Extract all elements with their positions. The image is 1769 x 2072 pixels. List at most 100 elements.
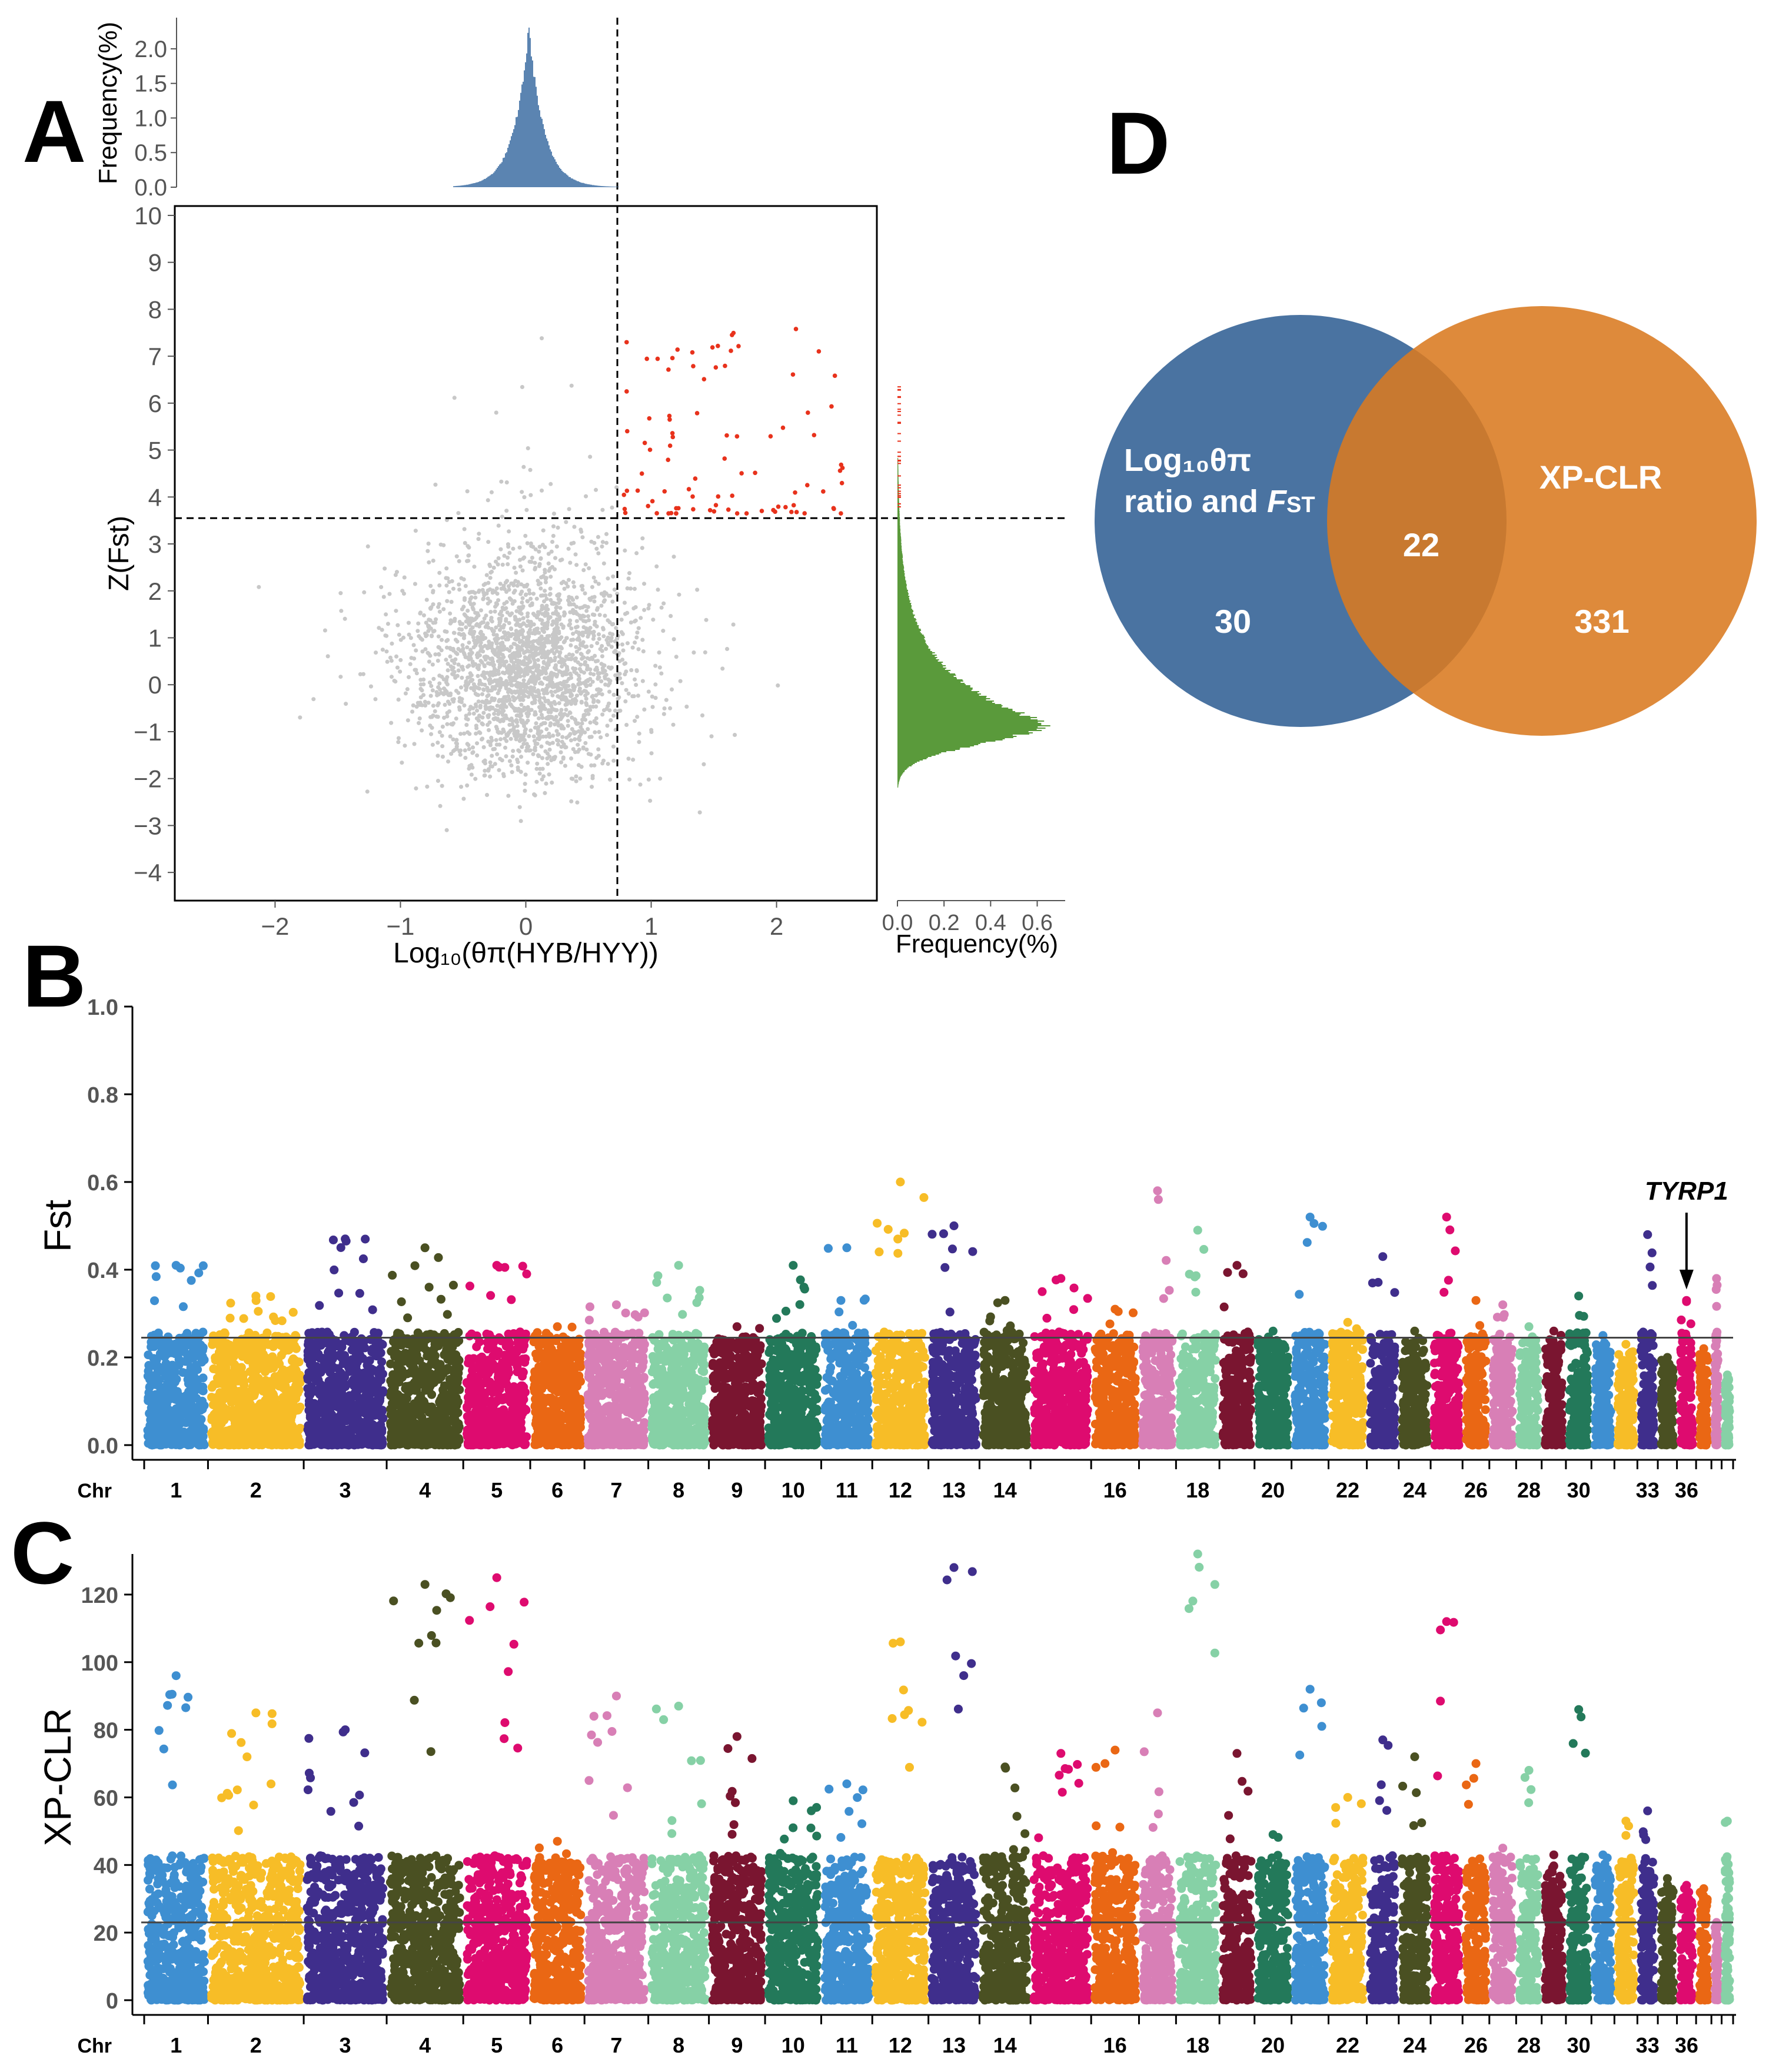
y-tick-label: −1 — [134, 718, 162, 746]
right-hist-bar — [897, 607, 912, 609]
chromosome-point-path — [1429, 1617, 1464, 2005]
top-hist-bar — [547, 141, 548, 187]
y-tick-label: 8 — [148, 295, 162, 323]
right-hist-bar — [897, 659, 939, 660]
chromosome-point-path — [1676, 1296, 1697, 1450]
right-hist-bar — [897, 613, 913, 615]
right-hist-bar — [897, 580, 906, 582]
right-hist-bar — [897, 643, 926, 644]
selected-point — [644, 356, 649, 361]
selected-point — [639, 471, 644, 476]
right-hist-bar — [897, 504, 899, 505]
right-hist-bar — [897, 570, 905, 571]
top-hist-bar — [466, 184, 467, 187]
right-hist-bar — [897, 531, 900, 532]
chromosome-point-path — [1366, 1735, 1399, 2005]
chromosome-point-path — [1590, 1850, 1615, 2005]
chromosome-19-points — [1218, 1261, 1256, 1450]
right-hist-bar — [897, 705, 1003, 706]
right-hist-bar — [897, 596, 910, 597]
chromosome-34-points — [1657, 1874, 1678, 2005]
top-hist-bar — [525, 62, 526, 187]
y-tick-label: 4 — [148, 483, 162, 511]
selected-point — [768, 434, 773, 439]
top-hist-bar — [587, 184, 588, 187]
chr-label: 6 — [551, 2033, 563, 2057]
chromosome-3-points — [303, 1234, 388, 1450]
top-hist-bar — [558, 165, 559, 187]
chr-label: 5 — [491, 2033, 503, 2057]
chr-label: 18 — [1186, 2033, 1209, 2057]
selected-points — [621, 327, 845, 516]
right-hist-bar — [897, 658, 936, 659]
right-hist-bar — [897, 745, 975, 746]
top-hist-bar — [536, 87, 537, 187]
right-hist-bar-tail — [897, 487, 901, 489]
right-hist-bar — [897, 619, 917, 620]
right-hist-bar — [897, 738, 1005, 739]
right-hist-bar — [897, 775, 902, 776]
top-hist-bar — [463, 185, 464, 187]
selected-point — [662, 489, 667, 494]
top-hist-bar — [603, 186, 604, 187]
chromosome-point-path — [979, 1296, 1032, 1450]
top-hist-bar — [541, 118, 543, 187]
right-hist-bar — [897, 685, 970, 686]
right-hist-bar — [897, 699, 986, 700]
y-tick-label: 0.8 — [87, 1083, 118, 1108]
y-axis-label: Fst — [36, 1200, 79, 1252]
right-hist-bar — [897, 467, 899, 469]
right-hist-tick-label: 0.4 — [975, 911, 1006, 935]
right-hist-bar — [897, 653, 933, 655]
venn-label-fst-line2: ratio and FST — [1124, 484, 1315, 519]
chromosome-34-points — [1657, 1353, 1678, 1450]
chr-label: 6 — [551, 1478, 563, 1502]
x-tick-label: −1 — [387, 912, 415, 940]
right-hist-bar-tail — [897, 411, 901, 413]
chromosome-point-path — [1219, 1749, 1256, 2005]
right-hist-bar — [897, 656, 935, 657]
chromosome-point-path — [1291, 1213, 1329, 1450]
venn-label-xpclr: XP-CLR — [1539, 459, 1662, 496]
top-hist-bar — [454, 186, 455, 187]
right-hist-bar — [897, 587, 907, 589]
right-hist-bar — [897, 642, 926, 643]
top-hist-bar — [478, 182, 479, 187]
right-hist-bar — [897, 483, 899, 484]
right-hist-bar — [897, 469, 899, 470]
tyrp1-arrow-head — [1679, 1270, 1694, 1290]
chromosome-9-points — [708, 1322, 766, 1450]
chromosome-point-path — [1657, 1874, 1678, 2005]
top-hist-bar — [571, 178, 572, 187]
top-hist-bar — [568, 177, 570, 187]
chromosome-point-path — [708, 1732, 766, 2005]
top-hist-bar — [593, 185, 594, 187]
chromosome-28-points — [1515, 1766, 1543, 2005]
right-hist-bar — [897, 731, 1029, 732]
top-hist-bar — [526, 53, 527, 187]
top-hist-bar — [588, 184, 590, 187]
top-hist-bar — [475, 182, 477, 187]
chromosome-7-points — [583, 1691, 649, 2005]
chromosome-point-path — [1253, 1326, 1293, 1450]
selected-point — [832, 373, 837, 378]
right-hist-bar — [897, 638, 925, 639]
right-hist-bar — [897, 458, 899, 459]
selected-point — [670, 356, 675, 361]
chromosome-24-points — [1398, 1752, 1432, 2005]
right-hist-bar — [897, 544, 902, 545]
right-hist-bar — [897, 711, 1016, 712]
right-hist-bar — [897, 593, 909, 595]
y-tick-label: 5 — [148, 437, 162, 464]
selected-point — [780, 425, 786, 430]
y-tick-label: 80 — [94, 1719, 118, 1744]
chromosome-point-path — [871, 1637, 930, 2005]
right-hist-bar — [897, 729, 1037, 730]
top-hist-bar — [473, 183, 474, 187]
right-hist-bar — [897, 585, 907, 586]
right-hist-bar — [897, 677, 957, 678]
right-hist-bar — [897, 461, 899, 463]
top-hist-bar — [496, 169, 497, 187]
